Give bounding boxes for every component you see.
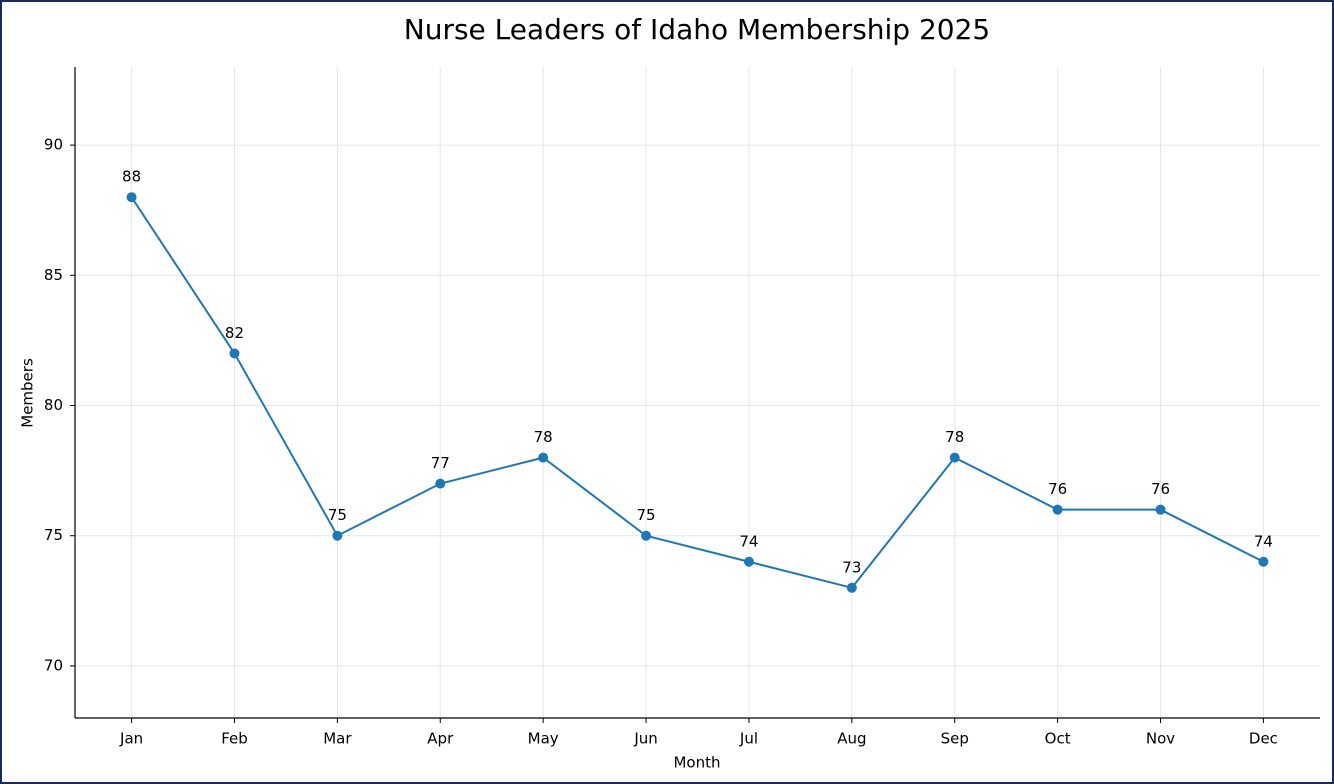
data-label: 82 [225, 324, 244, 342]
marker [1052, 504, 1063, 515]
x-tick-label: Jan [119, 730, 143, 748]
y-tick-label: 80 [44, 396, 63, 414]
marker [126, 192, 137, 203]
marker [641, 530, 652, 541]
y-tick-label: 85 [44, 266, 63, 284]
x-tick-label: Feb [221, 730, 248, 748]
marker [1155, 504, 1166, 515]
data-label: 74 [1254, 532, 1273, 550]
data-label: 75 [637, 506, 656, 524]
y-axis-label: Members [19, 358, 37, 428]
data-label: 78 [534, 428, 553, 446]
x-tick-label: Sep [941, 730, 969, 748]
data-label: 75 [328, 506, 347, 524]
marker [743, 556, 754, 567]
data-label: 73 [842, 558, 861, 576]
data-label: 76 [1048, 480, 1067, 498]
y-tick-label: 70 [44, 656, 63, 674]
data-label: 78 [945, 428, 964, 446]
x-tick-label: Jul [739, 730, 758, 748]
data-label: 76 [1151, 480, 1170, 498]
x-tick-label: Aug [837, 730, 866, 748]
data-label: 77 [431, 454, 450, 472]
x-tick-label: Dec [1249, 730, 1278, 748]
marker [949, 452, 960, 463]
y-tick-label: 90 [44, 136, 63, 154]
x-tick-label: Apr [427, 730, 454, 748]
marker [332, 530, 343, 541]
x-tick-label: Nov [1146, 730, 1175, 748]
marker [229, 348, 240, 359]
data-label: 88 [122, 168, 141, 186]
line [130, 196, 1264, 589]
marker [1258, 556, 1269, 567]
y-tick-label: 75 [44, 526, 63, 544]
marker [846, 582, 857, 593]
x-tick-label: Oct [1045, 730, 1071, 748]
marker [538, 452, 549, 463]
chart-title: Nurse Leaders of Idaho Membership 2025 [404, 13, 990, 46]
data-label: 74 [739, 532, 758, 550]
marker [435, 478, 446, 489]
x-tick-label: Mar [323, 730, 352, 748]
x-tick-label: Jun [633, 730, 657, 748]
x-axis-label: Month [673, 754, 720, 772]
x-tick-label: May [528, 730, 559, 748]
